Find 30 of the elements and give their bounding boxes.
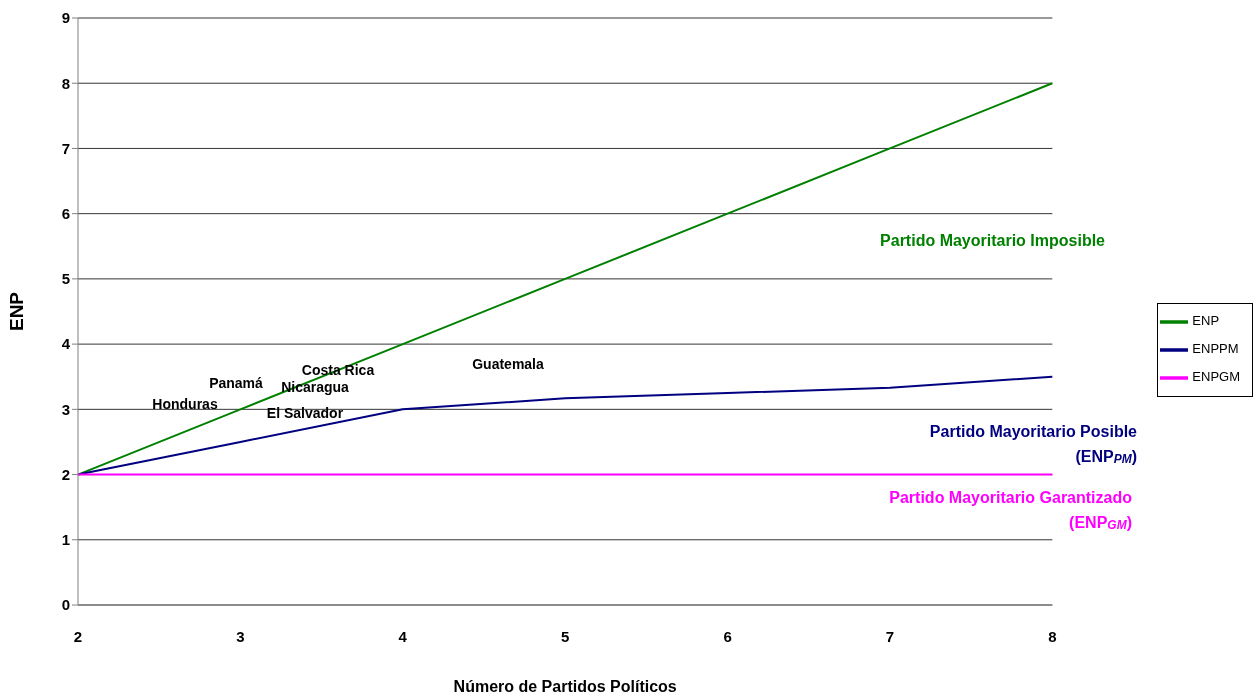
annotation: Costa Rica [301, 362, 375, 378]
annotation: Honduras [152, 395, 218, 414]
x-tick-label: 5 [560, 627, 570, 645]
y-tick-label: 2 [61, 465, 70, 483]
x-tick-label: 4 [398, 627, 408, 645]
legend-label: ENPPM [1192, 341, 1239, 357]
annotation: Panamá [209, 374, 263, 393]
x-tick-label: 7 [885, 627, 895, 645]
y-tick-label: 9 [61, 9, 70, 27]
legend-label: ENPGM [1192, 369, 1240, 385]
annotation: Partido Mayoritario Posible (ENP$_{PM}$) [928, 422, 1137, 468]
y-tick-label: 1 [61, 531, 70, 549]
annotation: Guatemala [472, 355, 544, 374]
y-tick-label: 0 [61, 596, 70, 614]
annotation: El Salvador [266, 404, 344, 423]
y-tick-label: 7 [61, 139, 70, 157]
legend-label: ENP [1192, 313, 1220, 329]
y-tick-label: 8 [61, 74, 70, 92]
annotation: Partido Mayoritario Imposible [880, 231, 1105, 251]
x-tick-label: 3 [236, 627, 245, 645]
y-tick-label: 3 [61, 400, 70, 418]
x-tick-label: 2 [73, 627, 83, 645]
y-tick-label: 5 [61, 270, 70, 288]
annotation: Partido Mayoritario Garantizado (ENP$_{GM}$) [888, 488, 1132, 534]
y-tick-label: 6 [61, 204, 70, 222]
x-axis-title: Número de Partidos Políticos [453, 678, 677, 692]
x-tick-label: 6 [723, 627, 732, 645]
y-tick-label: 4 [61, 335, 71, 353]
x-tick-label: 8 [1048, 627, 1057, 645]
y-axis-title: ENP [5, 291, 27, 332]
